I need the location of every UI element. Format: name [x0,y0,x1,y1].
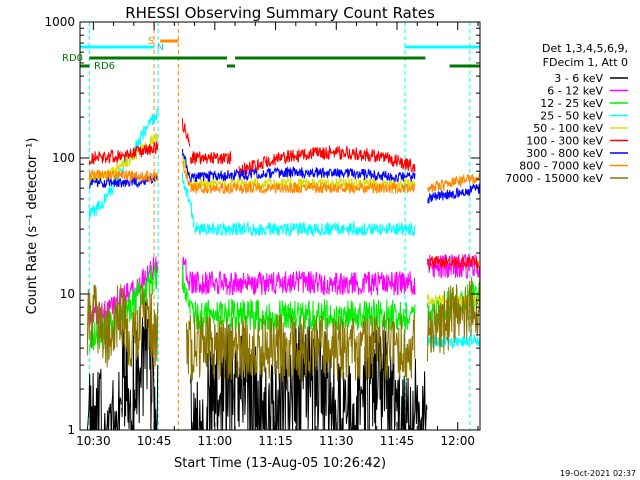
series-line-7 [181,161,191,186]
legend-label: 7000 - 15000 keV [505,172,603,185]
legend-header-line-1: Det 1,3,4,5,6,9, [542,42,628,55]
flag-label-rd0: RD0 [62,53,83,64]
series-line-3 [181,172,195,228]
legend-label: 800 - 7000 keV [519,160,603,173]
series-line-5 [426,255,480,272]
legend-label: 3 - 6 keV [554,72,603,85]
y-tick-label: 10 [60,287,75,301]
series-line-6 [190,166,416,183]
x-axis-label: Start Time (13-Aug-05 10:26:42) [174,456,386,471]
series-line-8 [86,284,159,368]
series-line-1 [426,253,480,280]
y-axis: 1 10 100 1000 [44,15,480,437]
y-tick-label: 1 [67,423,75,437]
series-line-3 [194,221,416,238]
series-line-0 [121,300,159,430]
series-line-1 [181,257,191,291]
series-line-7 [190,181,416,195]
series-line-8 [426,275,480,362]
y-axis-label: Count Rate (s⁻¹ detector⁻¹) [25,138,40,315]
legend-label: 6 - 12 keV [547,85,603,98]
series-line-0 [394,358,428,430]
series-line-8 [186,314,416,382]
y-tick-label: 1000 [44,15,75,29]
legend-label: 50 - 100 keV [533,122,603,135]
series-line-5 [238,145,416,177]
series-line-2 [181,262,191,315]
flag-label-rd6: RD6 [94,61,115,72]
legend-label: 12 - 25 keV [540,97,603,110]
series-line-1 [190,270,416,296]
legend-header-line-2: FDecim 1, Att 0 [543,56,628,69]
series-line-5 [190,151,232,165]
series-line-2 [190,298,416,332]
y-tick-label: 100 [52,151,75,165]
series-line-6 [427,183,480,204]
series-line-0 [86,368,122,430]
plot-content [80,22,480,430]
x-tick-label: 11:30 [319,434,354,448]
legend-label: 25 - 50 keV [540,110,603,123]
flag-label-saa: S [148,36,154,47]
x-tick-label: 11:45 [380,434,415,448]
legend-label: 100 - 300 keV [526,135,603,148]
x-tick-label: 11:00 [198,434,233,448]
x-tick-label: 10:30 [76,434,111,448]
series-line-5 [88,141,159,165]
chart-title: RHESSI Observing Summary Count Rates [125,4,435,22]
x-axis: 10:30 10:45 11:00 11:15 11:30 11:45 12:00 [76,22,479,448]
legend-label: 300 - 800 keV [526,147,603,160]
flag-label-night: N [157,43,164,53]
x-tick-label: 12:00 [440,434,475,448]
series-line-5 [181,118,191,147]
series-line-7 [426,172,480,193]
timestamp: 19-Oct-2021 02:37 [560,469,636,478]
plot-frame [79,21,481,431]
series-line-7 [88,169,159,183]
series-line-6 [181,148,191,179]
x-tick-label: 10:45 [137,434,172,448]
x-tick-label: 11:15 [258,434,293,448]
